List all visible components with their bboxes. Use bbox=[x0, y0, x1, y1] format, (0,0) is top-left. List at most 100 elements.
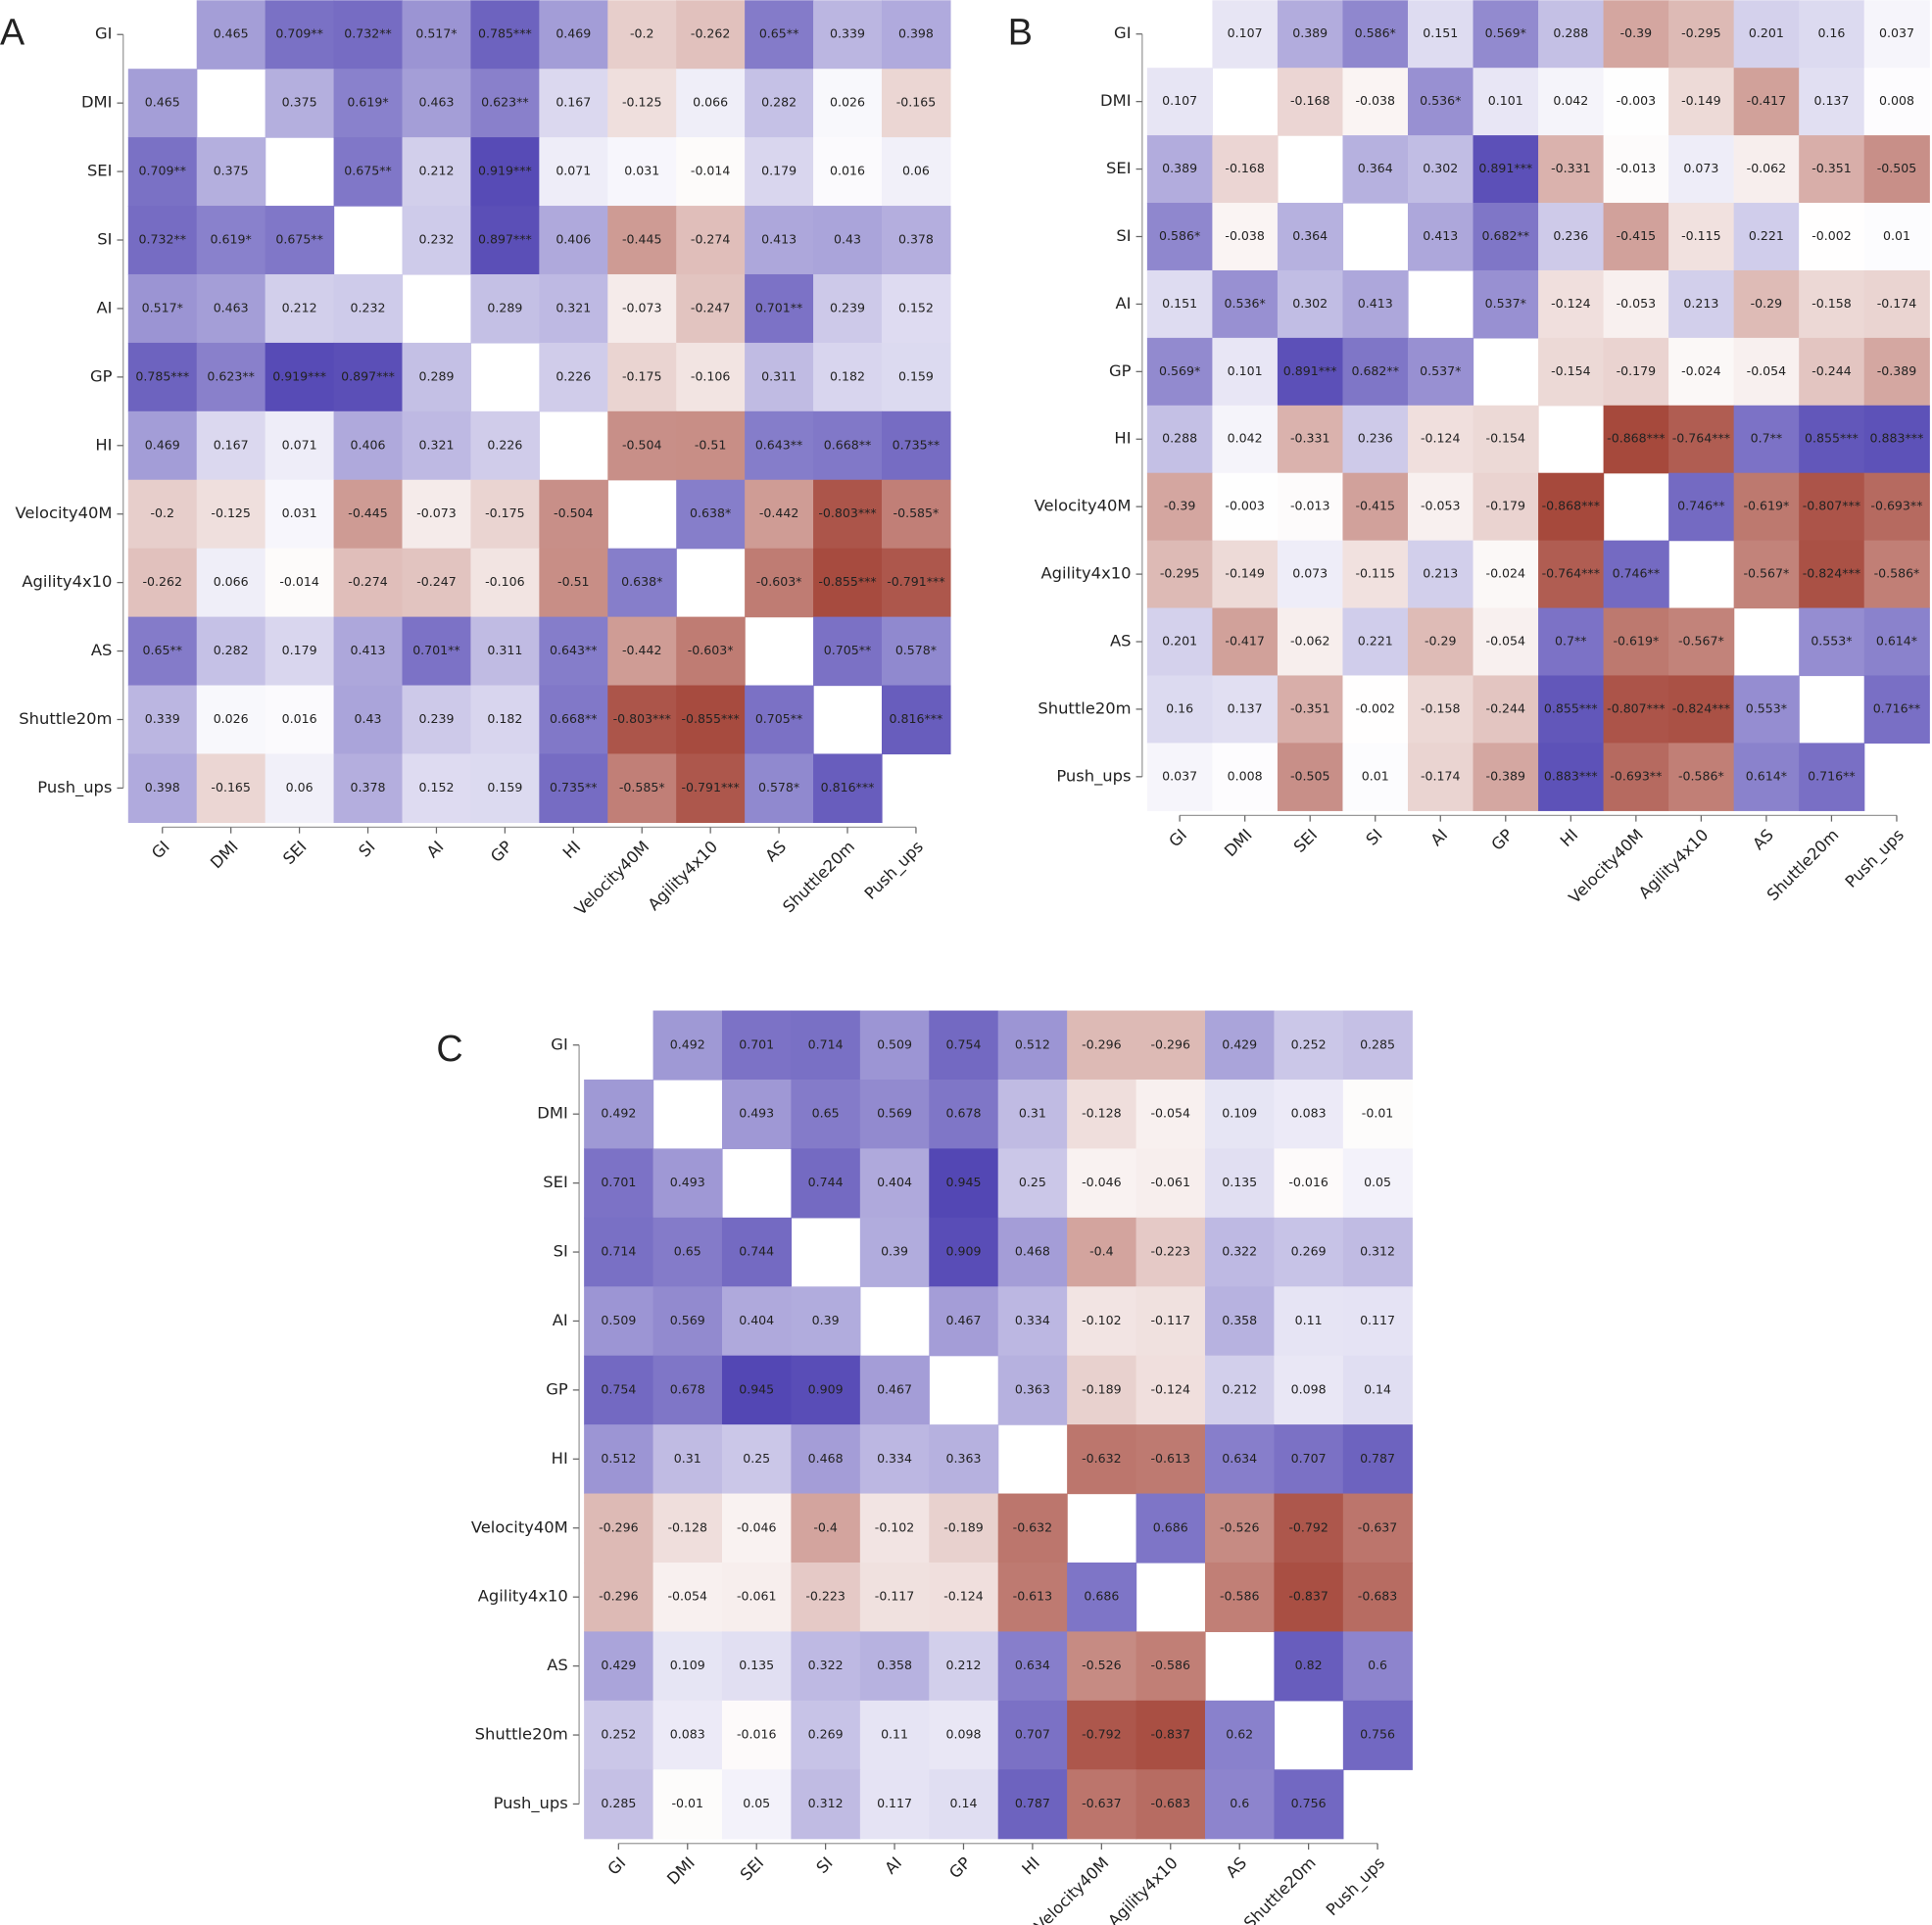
cell-label: -0.274 bbox=[691, 232, 731, 247]
cell-label: 0.042 bbox=[1553, 93, 1588, 108]
cell-label: 0.7** bbox=[1555, 634, 1587, 649]
y-tick-label: AI bbox=[96, 298, 112, 316]
cell-label: 0.404 bbox=[877, 1175, 912, 1189]
cell-label: -0.106 bbox=[485, 574, 525, 589]
cell-label: -0.824*** bbox=[1803, 566, 1860, 581]
cell-label: 0.109 bbox=[1222, 1106, 1257, 1121]
heatmap-cell bbox=[1212, 675, 1279, 745]
heatmap-cell bbox=[1342, 337, 1409, 407]
cell-label: 0.182 bbox=[487, 711, 522, 726]
heatmap-cell bbox=[745, 753, 814, 824]
cell-label: -0.51 bbox=[695, 437, 727, 452]
cell-label: 0.071 bbox=[555, 164, 591, 178]
cell-label: 0.82 bbox=[1295, 1658, 1323, 1672]
heatmap-cell bbox=[196, 685, 266, 755]
heatmap-cell bbox=[470, 273, 540, 344]
heatmap-cell bbox=[721, 1562, 793, 1633]
y-tick-label: AS bbox=[91, 641, 113, 659]
heatmap-cell bbox=[1407, 135, 1474, 204]
heatmap-cell bbox=[1538, 337, 1605, 407]
cell-label: -0.062 bbox=[1747, 161, 1787, 175]
x-tick-label: AI bbox=[881, 1853, 905, 1878]
x-tick-label: SI bbox=[1363, 826, 1386, 849]
heatmap-cell bbox=[1863, 540, 1930, 609]
cell-label: -0.613 bbox=[1013, 1589, 1053, 1604]
heatmap-cell bbox=[997, 1700, 1068, 1770]
cell-label: 0.897*** bbox=[478, 232, 532, 247]
cell-label: 0.137 bbox=[1813, 93, 1849, 108]
heatmap-cell bbox=[1473, 675, 1539, 745]
heatmap-cell bbox=[1135, 1769, 1206, 1840]
heatmap-cell bbox=[1067, 1355, 1137, 1425]
cell-label: -0.868*** bbox=[1607, 431, 1665, 446]
cell-label: -0.061 bbox=[1151, 1175, 1190, 1189]
cell-label: -0.51 bbox=[557, 574, 590, 589]
cell-label: 0.334 bbox=[1015, 1313, 1050, 1327]
cell-label: 0.213 bbox=[1423, 566, 1458, 581]
cell-label: -0.016 bbox=[737, 1727, 777, 1742]
cell-label: 0.469 bbox=[145, 437, 180, 452]
heatmap-cell bbox=[470, 548, 540, 618]
heatmap-cell bbox=[1407, 68, 1474, 136]
cell-label: 0.179 bbox=[282, 643, 317, 657]
cell-label: 0.678 bbox=[946, 1106, 982, 1121]
cell-label: 0.321 bbox=[555, 300, 591, 314]
y-tick-label: SEI bbox=[1106, 159, 1132, 177]
heatmap-cell bbox=[1274, 1217, 1344, 1287]
heatmap-cell bbox=[652, 1631, 723, 1702]
x-tick-label: Shuttle20m bbox=[1240, 1853, 1320, 1925]
cell-label: -0.526 bbox=[1220, 1519, 1260, 1534]
cell-label: 0.31 bbox=[1019, 1106, 1046, 1121]
heatmap-cell bbox=[470, 753, 540, 824]
y-tick-label: Shuttle20m bbox=[19, 709, 112, 728]
cell-label: -0.128 bbox=[1082, 1106, 1122, 1121]
heatmap-cell bbox=[1146, 405, 1214, 474]
heatmap-cell bbox=[1538, 135, 1605, 204]
x-tick-label: SI bbox=[812, 1853, 836, 1877]
cell-label: -0.803*** bbox=[613, 711, 671, 726]
cell-label: 0.363 bbox=[1015, 1381, 1050, 1396]
cell-label: 0.919*** bbox=[272, 368, 326, 383]
heatmap-cell bbox=[1204, 1148, 1276, 1219]
heatmap-cell bbox=[1863, 337, 1930, 407]
cell-label: -0.442 bbox=[622, 643, 661, 657]
heatmap-cell bbox=[929, 1217, 999, 1287]
heatmap-cell bbox=[333, 479, 404, 550]
cell-label: -0.619* bbox=[1744, 499, 1790, 513]
cell-label: 0.311 bbox=[487, 643, 522, 657]
heatmap-cell bbox=[1407, 337, 1474, 407]
heatmap-cell bbox=[1473, 0, 1539, 69]
heatmap-cell bbox=[859, 1562, 930, 1633]
cell-label: 0.101 bbox=[1488, 93, 1523, 108]
heatmap-cell bbox=[127, 410, 198, 481]
heatmap-cell bbox=[1668, 405, 1735, 474]
heatmap-cell bbox=[1277, 472, 1344, 542]
heatmap-cell bbox=[127, 273, 198, 344]
cell-label: 0.212 bbox=[282, 300, 317, 314]
cell-label: 0.586* bbox=[1159, 228, 1200, 243]
heatmap-cell bbox=[1342, 540, 1409, 609]
cell-label: 0.413 bbox=[1423, 228, 1458, 243]
cell-label: -0.117 bbox=[1151, 1313, 1190, 1327]
cell-label: -0.054 bbox=[1486, 634, 1526, 649]
heatmap-cell bbox=[1668, 68, 1735, 136]
cell-label: 0.06 bbox=[902, 164, 930, 178]
cell-label: 0.578* bbox=[895, 643, 937, 657]
cell-label: 0.066 bbox=[693, 95, 728, 110]
heatmap-cell bbox=[859, 1769, 930, 1840]
heatmap-cell bbox=[1473, 203, 1539, 271]
heatmap-cell bbox=[1342, 1010, 1413, 1081]
heatmap-cell bbox=[333, 753, 404, 824]
heatmap-cell bbox=[196, 479, 266, 550]
cell-label: -0.149 bbox=[1681, 93, 1721, 108]
heatmap-cell bbox=[1342, 0, 1409, 69]
cell-label: -0.807*** bbox=[1607, 700, 1665, 715]
cell-label: 0.239 bbox=[418, 711, 454, 726]
heatmap-cell bbox=[1135, 1148, 1206, 1219]
heatmap-cell bbox=[1342, 405, 1409, 474]
heatmap-cell bbox=[859, 1148, 930, 1219]
heatmap-cell bbox=[929, 1769, 999, 1840]
heatmap-cell bbox=[1603, 203, 1669, 271]
cell-label: 0.517* bbox=[142, 300, 183, 314]
cell-label: 0.06 bbox=[286, 780, 314, 794]
